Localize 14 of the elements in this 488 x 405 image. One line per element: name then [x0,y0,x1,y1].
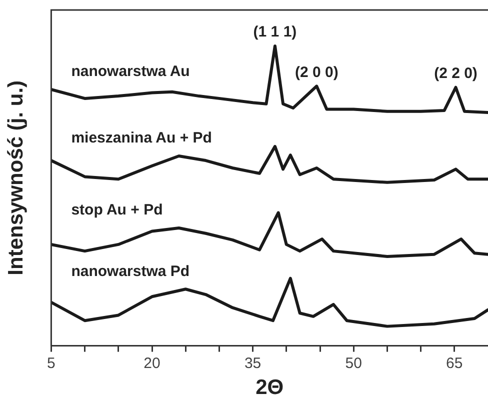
annotation: (2 0 0) [294,64,338,81]
x-tick-label: 50 [345,354,362,372]
series-label: mieszanina Au + Pd [71,130,212,147]
series-label: nanowarstwa Au [71,63,190,80]
annotation: (2 2 0) [434,64,478,82]
y-axis-title: Intensywność (j. u.) [4,80,28,276]
x-axis-title: 2Θ [256,376,284,400]
series-label: stop Au + Pd [71,202,163,219]
x-tick-label: 65 [446,354,463,372]
x-tick-label: 20 [144,354,160,372]
annotation: (1 1 1) [253,24,297,41]
series-label: nanowarstwa Pd [71,262,190,280]
x-tick-label: 35 [244,354,262,372]
x-tick-label: 5 [47,354,56,372]
